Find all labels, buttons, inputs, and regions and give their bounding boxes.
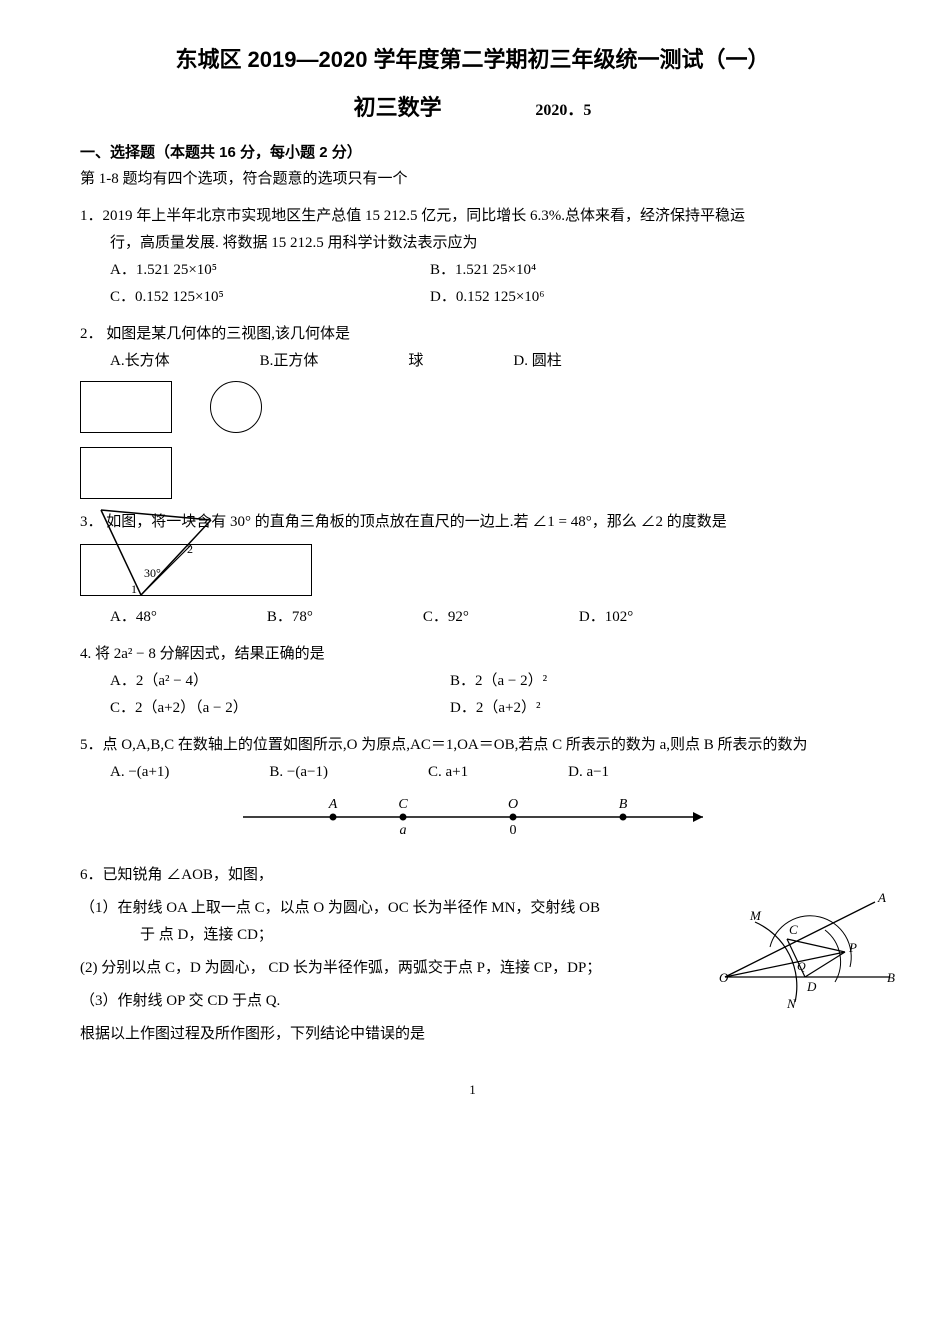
q2-option-d: D. 圆柱 — [513, 348, 561, 375]
q5-option-a: A. −(a+1) — [110, 759, 169, 786]
svg-text:A: A — [877, 890, 886, 905]
q5-option-b: B. −(a−1) — [269, 759, 328, 786]
q4-stem: 4. 将 2a² − 8 分解因式，结果正确的是 — [80, 641, 865, 668]
section-1-heading: 一、选择题（本题共 16 分，每小题 2 分） — [80, 139, 865, 166]
q4-option-a: A．2（a² − 4） — [110, 668, 430, 695]
exam-date: 2020．5 — [535, 97, 591, 126]
question-4: 4. 将 2a² − 8 分解因式，结果正确的是 A．2（a² − 4） B．2… — [80, 641, 865, 722]
q4-option-b: B．2（a − 2）² — [450, 668, 630, 695]
q3-option-b: B．78° — [267, 604, 313, 631]
svg-text:B: B — [618, 797, 627, 812]
svg-text:0: 0 — [509, 823, 516, 838]
q5-option-d: D. a−1 — [568, 759, 609, 786]
exam-subtitle: 初三数学 — [354, 88, 442, 128]
question-5: 5．点 O,A,B,C 在数轴上的位置如图所示,O 为原点,AC＝1,OA＝OB… — [80, 732, 865, 852]
q4-option-d: D．2（a+2）² — [450, 695, 630, 722]
svg-text:A: A — [327, 797, 337, 812]
q6-stem: 6．已知锐角 ∠AOB，如图， — [80, 862, 865, 889]
q2-option-b: B.正方体 — [260, 348, 319, 375]
q3-label-2: 2 — [187, 539, 193, 561]
svg-text:P: P — [848, 940, 857, 955]
q5-stem: 5．点 O,A,B,C 在数轴上的位置如图所示,O 为原点,AC＝1,OA＝OB… — [80, 732, 865, 759]
svg-text:B: B — [887, 970, 895, 985]
q3-label-30: 30° — [144, 563, 161, 585]
svg-text:O: O — [507, 797, 517, 812]
svg-text:C: C — [398, 797, 408, 812]
svg-text:O: O — [719, 970, 729, 985]
q3-figure: 30° 2 1 — [80, 544, 312, 596]
subtitle-row: 初三数学 2020．5 — [80, 88, 865, 128]
three-view-circle — [210, 381, 262, 433]
q2-stem: 2． 如图是某几何体的三视图,该几何体是 — [80, 321, 865, 348]
q3-option-a: A．48° — [110, 604, 157, 631]
three-view-rect-top — [80, 381, 172, 433]
q6-figure: O A B C D M N P Q — [715, 892, 895, 1022]
three-view-rect-bottom — [80, 447, 172, 499]
svg-text:Q: Q — [797, 959, 806, 973]
svg-text:N: N — [786, 996, 797, 1011]
q1-option-b: B．1.521 25×10⁴ — [430, 257, 730, 284]
q4-option-c: C．2（a+2）（a − 2） — [110, 695, 430, 722]
svg-text:D: D — [806, 979, 817, 994]
question-6: 6．已知锐角 ∠AOB，如图， O A B C D M N P Q （1）在射线… — [80, 862, 865, 1048]
svg-text:C: C — [789, 922, 798, 937]
q1-option-a: A．1.521 25×10⁵ — [110, 257, 410, 284]
question-2: 2． 如图是某几何体的三视图,该几何体是 A.长方体 B.正方体 球 D. 圆柱 — [80, 321, 865, 499]
question-1: 1．2019 年上半年北京市实现地区生产总值 15 212.5 亿元，同比增长 … — [80, 203, 865, 311]
exam-title: 东城区 2019—2020 学年度第二学期初三年级统一测试（一） — [80, 40, 865, 80]
q6-tail: 根据以上作图过程及所作图形，下列结论中错误的是 — [80, 1021, 865, 1048]
q3-option-d: D．102° — [579, 604, 633, 631]
q5-number-line: A C O B a 0 — [80, 792, 865, 852]
q1-option-c: C．0.152 125×10⁵ — [110, 284, 410, 311]
svg-text:a: a — [399, 823, 406, 838]
q5-option-c: C. a+1 — [428, 759, 468, 786]
svg-text:M: M — [749, 908, 762, 923]
q1-stem-line1: 1．2019 年上半年北京市实现地区生产总值 15 212.5 亿元，同比增长 … — [80, 203, 865, 230]
q2-option-c: 球 — [408, 348, 423, 375]
q1-stem-line2: 行，高质量发展. 将数据 15 212.5 用科学计数法表示应为 — [80, 230, 865, 257]
section-1-subheading: 第 1-8 题均有四个选项，符合题意的选项只有一个 — [80, 166, 865, 193]
q2-option-a: A.长方体 — [110, 348, 170, 375]
q3-option-c: C．92° — [423, 604, 469, 631]
page-number: 1 — [80, 1078, 865, 1101]
question-3: 3． 如图，将一块含有 30° 的直角三角板的顶点放在直尺的一边上.若 ∠1 =… — [80, 509, 865, 631]
q3-label-1: 1 — [131, 579, 137, 601]
q1-option-d: D．0.152 125×10⁶ — [430, 284, 730, 311]
